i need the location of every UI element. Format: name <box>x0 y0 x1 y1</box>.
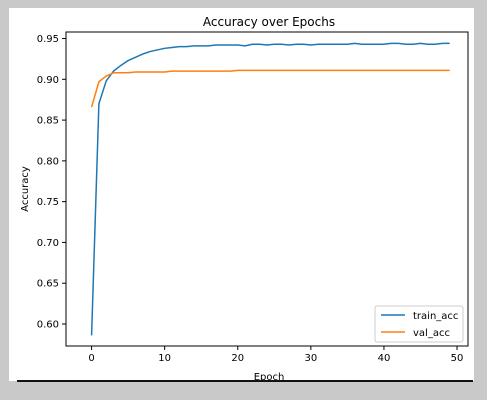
plot-area <box>66 32 468 346</box>
x-tick-label: 30 <box>304 353 317 364</box>
y-tick-label: 0.65 <box>37 279 59 290</box>
y-axis-label: Accuracy <box>20 166 31 212</box>
legend-val-acc-label: val_acc <box>413 328 450 339</box>
y-tick-label: 0.85 <box>37 116 59 127</box>
y-tick-label: 0.95 <box>37 34 59 45</box>
y-tick-label: 0.80 <box>37 156 59 167</box>
bottom-divider <box>17 380 473 382</box>
y-tick-label: 0.60 <box>37 319 59 330</box>
y-axis-ticks: 0.60 0.65 0.70 0.75 0.80 0.85 0.90 0.95 <box>37 34 66 330</box>
accuracy-line-chart: Accuracy over Epochs 0.60 0.65 0.70 0.75 0.8… <box>9 8 474 381</box>
x-tick-label: 20 <box>231 353 244 364</box>
chart-figure: Accuracy over Epochs 0.60 0.65 0.70 0.75 0.8… <box>9 8 474 381</box>
x-tick-label: 50 <box>451 353 464 364</box>
y-tick-label: 0.75 <box>37 197 59 208</box>
legend-train-acc-label: train_acc <box>413 311 458 322</box>
x-tick-label: 10 <box>158 353 171 364</box>
y-tick-label: 0.90 <box>37 75 59 86</box>
x-tick-label: 0 <box>88 353 94 364</box>
legend: train_acc val_acc <box>375 306 463 342</box>
chart-title: Accuracy over Epochs <box>203 15 335 29</box>
y-tick-label: 0.70 <box>37 238 59 249</box>
x-tick-label: 40 <box>378 353 391 364</box>
x-axis-ticks: 0 10 20 30 40 50 <box>88 346 463 364</box>
